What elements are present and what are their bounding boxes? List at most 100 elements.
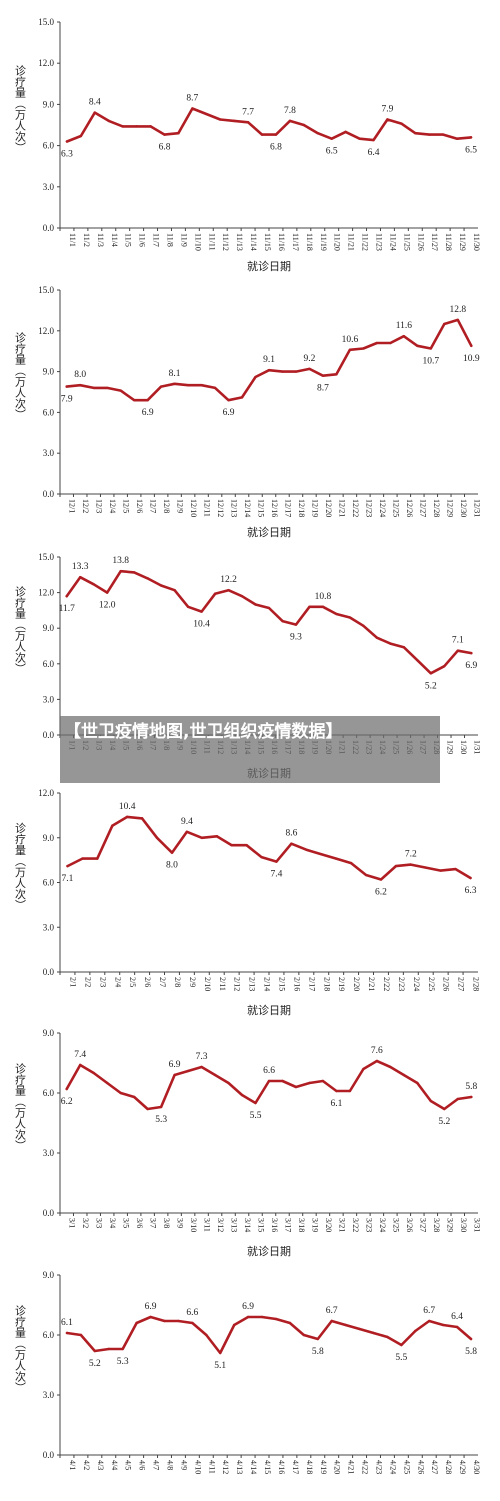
x-axis-label: 就诊日期	[247, 1003, 291, 1017]
data-point	[254, 1101, 257, 1105]
data-point	[429, 1099, 433, 1103]
x-tick-label: 4/16	[277, 1460, 286, 1474]
data-label: 5.2	[438, 1117, 450, 1127]
y-tick-label: 0.0	[43, 730, 55, 740]
data-point	[302, 1333, 306, 1337]
x-tick-label: 3/17	[283, 1218, 292, 1232]
data-point	[267, 1079, 271, 1083]
data-point	[105, 386, 109, 390]
y-tick-label: 15.0	[38, 552, 54, 562]
data-point	[454, 867, 457, 871]
data-point	[79, 575, 82, 579]
data-point	[344, 1323, 347, 1327]
x-tick-label: 11/30	[472, 233, 481, 251]
data-label: 7.1	[452, 636, 464, 646]
x-tick-label: 2/19	[337, 977, 346, 991]
y-tick-label: 6.0	[43, 878, 55, 888]
data-point	[227, 589, 230, 592]
data-point	[65, 594, 68, 598]
x-tick-label: 3/26	[405, 1218, 414, 1232]
data-point	[200, 610, 203, 613]
x-tick-label: 2/6	[143, 977, 152, 987]
x-tick-label: 4/30	[472, 1460, 481, 1474]
data-point	[227, 1081, 230, 1085]
x-tick-label: 3/27	[418, 1218, 427, 1232]
x-tick-label: 4/22	[361, 1460, 370, 1474]
data-point	[105, 591, 109, 594]
x-tick-label: 11/24	[388, 233, 397, 251]
x-tick-label: 3/4	[108, 1218, 117, 1228]
data-point	[155, 836, 159, 839]
data-label: 12.0	[99, 601, 116, 611]
data-label: 5.5	[250, 1111, 262, 1121]
data-point	[111, 824, 114, 828]
x-tick-label: 11/18	[305, 233, 314, 251]
x-tick-label: 3/3	[95, 1218, 104, 1228]
data-point	[456, 1097, 459, 1101]
x-tick-label: 11/8	[166, 233, 175, 247]
data-point	[416, 659, 419, 662]
data-label: 10.4	[119, 802, 136, 812]
x-tick-label: 3/2	[81, 1218, 90, 1228]
overlay-banner[interactable]: 【世卫疫情地图,世卫组织疫情数据】	[60, 716, 440, 783]
x-tick-label: 11/20	[333, 233, 342, 251]
data-label: 8.4	[89, 98, 101, 108]
data-point	[364, 873, 368, 877]
x-tick-label: 4/28	[444, 1460, 453, 1474]
data-point	[92, 386, 95, 390]
x-tick-label: 11/11	[207, 233, 216, 251]
data-point	[288, 1321, 292, 1325]
y-axis-label: 诊疗量（万人次）	[14, 1304, 27, 1393]
data-point	[274, 1317, 278, 1321]
data-label: 11.7	[59, 604, 76, 614]
data-point	[439, 869, 442, 872]
data-point	[428, 1319, 431, 1323]
x-tick-label: 12/14	[243, 499, 252, 517]
x-tick-label: 4/1	[68, 1460, 77, 1470]
data-point	[389, 1065, 392, 1069]
data-point	[402, 1073, 406, 1077]
data-point	[92, 583, 95, 586]
data-point	[240, 1093, 244, 1097]
data-point	[362, 624, 365, 628]
x-tick-label: 12/12	[216, 499, 225, 517]
data-point	[335, 373, 338, 376]
x-tick-label: 3/30	[459, 1218, 468, 1232]
x-tick-label: 11/19	[319, 233, 328, 251]
x-tick-label: 12/9	[176, 499, 185, 513]
data-label: 5.8	[312, 1347, 324, 1357]
data-label: 6.8	[270, 143, 282, 153]
series-line	[65, 107, 473, 143]
data-point	[79, 134, 83, 138]
x-tick-label: 11/16	[277, 233, 286, 251]
x-tick-label: 2/12	[233, 977, 242, 991]
data-point	[358, 1327, 361, 1331]
data-point	[227, 398, 230, 402]
data-point	[107, 1347, 110, 1351]
data-point	[409, 863, 413, 866]
x-tick-label: 2/17	[307, 977, 316, 991]
data-point	[469, 1337, 473, 1341]
data-point	[414, 1329, 417, 1333]
x-tick-label: 11/17	[291, 233, 300, 251]
data-point	[173, 589, 176, 592]
chart-panel-4: 0.0 3.0 6.0 9.0 12.0 2/1 2/2 2/3 2/4 2/5 2/6 2/7 2/8…	[14, 788, 481, 1017]
x-tick-label: 2/13	[248, 977, 257, 991]
data-point	[348, 616, 352, 619]
data-label: 8.0	[74, 370, 86, 380]
data-label: 6.9	[142, 408, 154, 418]
y-tick-label: 6.0	[43, 1330, 55, 1340]
y-tick-label: 12.0	[38, 326, 54, 336]
data-point	[321, 605, 325, 609]
x-tick-label: 12/30	[459, 499, 468, 517]
data-point	[267, 606, 271, 610]
data-point	[344, 130, 347, 134]
data-point	[372, 1331, 375, 1335]
data-label: 8.0	[166, 861, 178, 871]
y-tick-label: 12.0	[38, 788, 54, 798]
data-label: 6.3	[465, 886, 477, 896]
x-tick-label: 3/1	[68, 1218, 77, 1228]
x-tick-label: 12/3	[95, 499, 104, 513]
x-tick-label: 2/7	[158, 977, 167, 987]
x-tick-label: 3/16	[270, 1218, 279, 1232]
